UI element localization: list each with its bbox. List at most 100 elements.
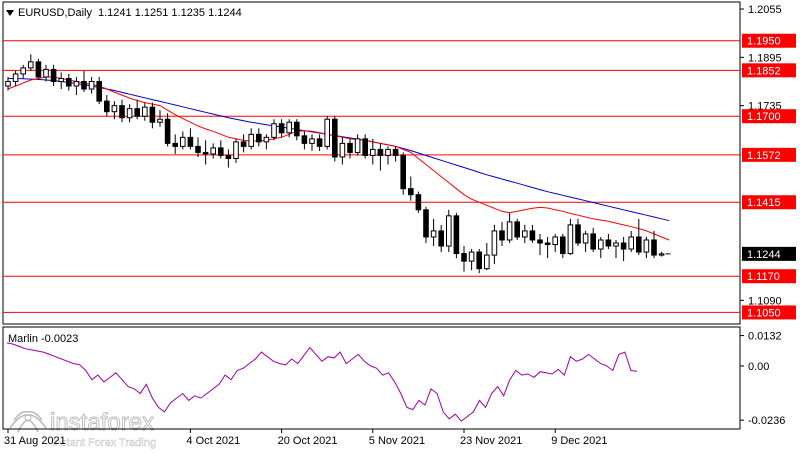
candle-body-bear xyxy=(514,221,521,238)
candle xyxy=(506,212,513,243)
candle xyxy=(73,76,80,96)
candle-body-bear xyxy=(316,138,323,147)
candle xyxy=(81,70,87,93)
candle xyxy=(187,128,194,150)
candle-body-bull xyxy=(28,61,34,69)
candle xyxy=(12,70,19,87)
main-panel-frame xyxy=(2,1,741,325)
candle-body-bear xyxy=(301,135,308,144)
candle-body-bull xyxy=(73,80,80,87)
candle xyxy=(628,230,635,253)
candle-body-bull xyxy=(491,230,498,256)
candle xyxy=(142,102,148,121)
candle xyxy=(605,233,612,250)
candle-body-bear xyxy=(119,105,125,119)
candle xyxy=(180,131,186,150)
candle-body-bear xyxy=(575,224,581,244)
candle xyxy=(476,249,482,274)
time-axis: 31 Aug 2021 4 Oct 2021 20 Oct 2021 5 Nov 20… xyxy=(4,429,607,447)
candle xyxy=(58,72,65,90)
candle-body-bear xyxy=(187,136,194,147)
candle xyxy=(613,239,619,259)
time-tick-label: 20 Oct 2021 xyxy=(278,435,338,447)
candle xyxy=(96,76,103,105)
watermark-name: instaforex xyxy=(50,409,154,436)
candlestick-series xyxy=(5,54,665,274)
level-label: 1.1950 xyxy=(747,36,781,48)
candle-body-bear xyxy=(377,148,384,156)
watermark-tagline: Instant Forex Trading xyxy=(52,437,156,449)
candle-body-bear xyxy=(362,138,368,156)
candle xyxy=(370,138,376,165)
candle-body-bear xyxy=(400,154,406,190)
candle xyxy=(263,134,270,150)
candle xyxy=(499,221,505,247)
indicator-tick-label: -0.0236 xyxy=(748,415,785,427)
candle xyxy=(88,76,95,94)
candle xyxy=(271,119,277,141)
candle-body-bear xyxy=(636,236,642,253)
candle-body-bear xyxy=(651,239,657,256)
time-tick-label: 9 Dec 2021 xyxy=(551,435,607,447)
candle-body-bear xyxy=(195,145,201,153)
candle xyxy=(195,137,201,157)
level-label-box xyxy=(742,33,796,48)
candle-body-bull xyxy=(157,118,163,123)
candle xyxy=(35,58,42,80)
ohlc-label: 1.1241 1.1251 1.1235 1.1244 xyxy=(98,7,242,19)
candle-body-bull xyxy=(111,105,118,113)
instaforex-logo-icon xyxy=(9,410,47,433)
candle xyxy=(20,64,26,79)
candle-body-bear xyxy=(134,108,140,117)
candle-body-bull xyxy=(271,123,277,138)
candle xyxy=(415,191,422,213)
candle-body-bull xyxy=(446,215,452,247)
current-price-box xyxy=(742,246,796,261)
candle-body-bear xyxy=(537,239,543,244)
candle-body-bull xyxy=(484,254,490,270)
current-price-label: 1.1244 xyxy=(665,246,796,261)
candle xyxy=(636,218,642,256)
level-label: 1.1700 xyxy=(747,111,781,123)
candle xyxy=(567,218,574,256)
candle xyxy=(598,236,604,259)
candle xyxy=(339,137,346,165)
candle xyxy=(529,224,536,243)
candle-body-bull xyxy=(43,68,49,78)
time-tick-label: 5 Nov 2021 xyxy=(369,435,425,447)
candle-body-bear xyxy=(544,242,551,246)
candle-body-bull xyxy=(598,239,604,250)
candle xyxy=(119,99,125,123)
symbol-dropdown-icon[interactable] xyxy=(6,10,14,16)
candle xyxy=(301,131,308,150)
candle xyxy=(172,134,178,154)
time-tick-label: 31 Aug 2021 xyxy=(4,435,66,447)
candle-body-bull xyxy=(582,233,589,244)
candle xyxy=(66,73,72,91)
candle xyxy=(362,134,368,159)
candle xyxy=(104,95,110,117)
candle xyxy=(392,146,399,162)
candle-body-bull xyxy=(309,138,315,144)
candle-body-bear xyxy=(104,100,110,113)
candle-body-bull xyxy=(286,121,292,134)
candle xyxy=(385,146,391,165)
candle-body-bull xyxy=(522,230,528,238)
candle xyxy=(423,206,429,243)
level-label-box xyxy=(742,269,796,284)
candle-body-bull xyxy=(58,77,65,82)
candle-body-bear xyxy=(332,118,338,158)
candle xyxy=(218,140,224,159)
candle-body-bull xyxy=(552,236,559,246)
candle-body-bear xyxy=(66,77,72,87)
candle xyxy=(552,233,559,253)
candle-body-bear xyxy=(423,209,429,238)
candle xyxy=(468,249,475,271)
level-label-box xyxy=(742,305,796,320)
candle-body-bear xyxy=(347,142,353,153)
candle xyxy=(461,246,467,272)
level-label: 1.1852 xyxy=(747,65,781,77)
candle xyxy=(294,119,300,141)
candle-body-bull xyxy=(88,80,95,90)
